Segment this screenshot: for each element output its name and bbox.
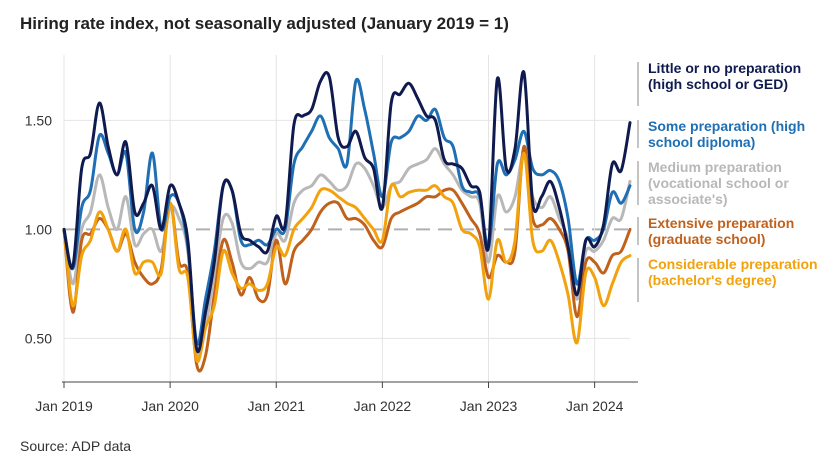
- source-note: Source: ADP data: [20, 438, 132, 454]
- series-little-preparation-line: [62, 70, 632, 354]
- axis-layer: 0.50 1.00 1.50 Jan 2019 Jan 2020 Jan 2021 Jan …: [25, 62, 639, 414]
- series-layer: [62, 70, 632, 373]
- legend-entry-little-preparation: Little or no preparation (high school or…: [648, 60, 802, 92]
- x-tick-label: Jan 2019: [35, 398, 93, 414]
- legend-entry-some-preparation: Some preparation (high school diploma): [648, 118, 806, 150]
- series-some-preparation-line: [62, 77, 632, 346]
- y-tick-label: 1.00: [25, 221, 52, 237]
- x-tick-label: Jan 2024: [566, 398, 624, 414]
- chart-title: Hiring rate index, not seasonally adjust…: [20, 14, 509, 33]
- x-tick-label: Jan 2020: [141, 398, 199, 414]
- x-tick-label: Jan 2023: [460, 398, 518, 414]
- legend-entry-medium-preparation: Medium preparation (vocational school or…: [648, 159, 789, 207]
- x-tick-label: Jan 2022: [354, 398, 412, 414]
- legend-entry-extensive-preparation: Extensive preparation (graduate school): [648, 215, 795, 247]
- y-tick-label: 1.50: [25, 112, 52, 128]
- series-considerable-preparation-line: [62, 151, 632, 364]
- y-tick-label: 0.50: [25, 330, 52, 346]
- series-medium-preparation-line: [62, 147, 632, 359]
- x-tick-label: Jan 2021: [247, 398, 305, 414]
- grid-layer: [63, 55, 630, 382]
- legend-entry-considerable-preparation: Considerable preparation (bachelor's deg…: [648, 256, 818, 288]
- series-extensive-preparation-line: [62, 145, 632, 373]
